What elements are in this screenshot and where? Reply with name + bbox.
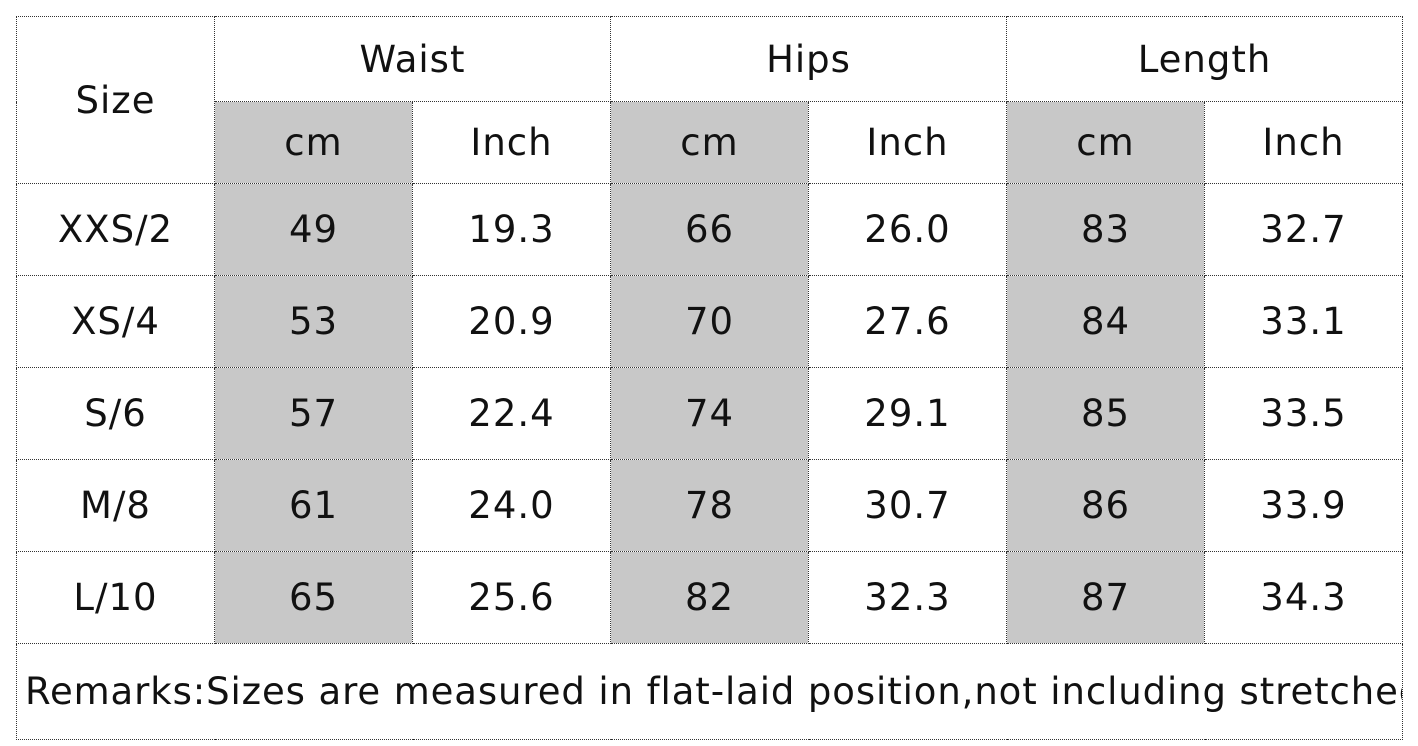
- value-cell: 53: [214, 275, 413, 368]
- size-header: Size: [16, 16, 215, 184]
- value-cell: 84: [1006, 275, 1205, 368]
- table-row: M/8 61 24.0 78 30.7 86 33.9: [16, 459, 1403, 552]
- value-cell: 70: [610, 275, 809, 368]
- length-header: Length: [1006, 16, 1403, 102]
- value-cell: 85: [1006, 367, 1205, 460]
- value-cell: 87: [1006, 551, 1205, 644]
- size-table: Size Waist Hips Length cm Inch cm Inch c…: [16, 16, 1403, 740]
- unit-cell: cm: [610, 101, 809, 184]
- value-cell: 22.4: [412, 367, 611, 460]
- value-cell: 74: [610, 367, 809, 460]
- value-cell: 27.6: [808, 275, 1007, 368]
- value-cell: 78: [610, 459, 809, 552]
- value-cell: 33.1: [1204, 275, 1403, 368]
- size-cell: XS/4: [16, 275, 215, 368]
- value-cell: 30.7: [808, 459, 1007, 552]
- size-cell: S/6: [16, 367, 215, 460]
- value-cell: 19.3: [412, 183, 611, 276]
- value-cell: 82: [610, 551, 809, 644]
- value-cell: 25.6: [412, 551, 611, 644]
- value-cell: 57: [214, 367, 413, 460]
- header-row: Size Waist Hips Length: [16, 16, 1403, 184]
- value-cell: 29.1: [808, 367, 1007, 460]
- remarks-row: Remarks:Sizes are measured in flat-laid …: [16, 643, 1403, 740]
- remarks-text: Remarks:Sizes are measured in flat-laid …: [16, 643, 1403, 740]
- value-cell: 26.0: [808, 183, 1007, 276]
- unit-row: cm Inch cm Inch cm Inch: [17, 101, 1403, 184]
- size-cell: XXS/2: [16, 183, 215, 276]
- size-chart: Size Waist Hips Length cm Inch cm Inch c…: [16, 16, 1403, 740]
- table-row: L/10 65 25.6 82 32.3 87 34.3: [16, 551, 1403, 644]
- size-cell: M/8: [16, 459, 215, 552]
- value-cell: 24.0: [412, 459, 611, 552]
- value-cell: 33.5: [1204, 367, 1403, 460]
- size-cell: L/10: [16, 551, 215, 644]
- value-cell: 49: [214, 183, 413, 276]
- hips-header: Hips: [610, 16, 1007, 102]
- value-cell: 32.3: [808, 551, 1007, 644]
- waist-header: Waist: [214, 16, 611, 102]
- value-cell: 86: [1006, 459, 1205, 552]
- value-cell: 33.9: [1204, 459, 1403, 552]
- unit-cell: Inch: [808, 101, 1007, 184]
- value-cell: 34.3: [1204, 551, 1403, 644]
- table-row: S/6 57 22.4 74 29.1 85 33.5: [16, 367, 1403, 460]
- value-cell: 32.7: [1204, 183, 1403, 276]
- unit-cell: cm: [214, 101, 413, 184]
- table-row: XS/4 53 20.9 70 27.6 84 33.1: [16, 275, 1403, 368]
- value-cell: 20.9: [412, 275, 611, 368]
- unit-cell: cm: [1006, 101, 1205, 184]
- table-row: XXS/2 49 19.3 66 26.0 83 32.7: [16, 183, 1403, 276]
- value-cell: 83: [1006, 183, 1205, 276]
- value-cell: 61: [214, 459, 413, 552]
- unit-cell: Inch: [1204, 101, 1403, 184]
- value-cell: 66: [610, 183, 809, 276]
- value-cell: 65: [214, 551, 413, 644]
- unit-cell: Inch: [412, 101, 611, 184]
